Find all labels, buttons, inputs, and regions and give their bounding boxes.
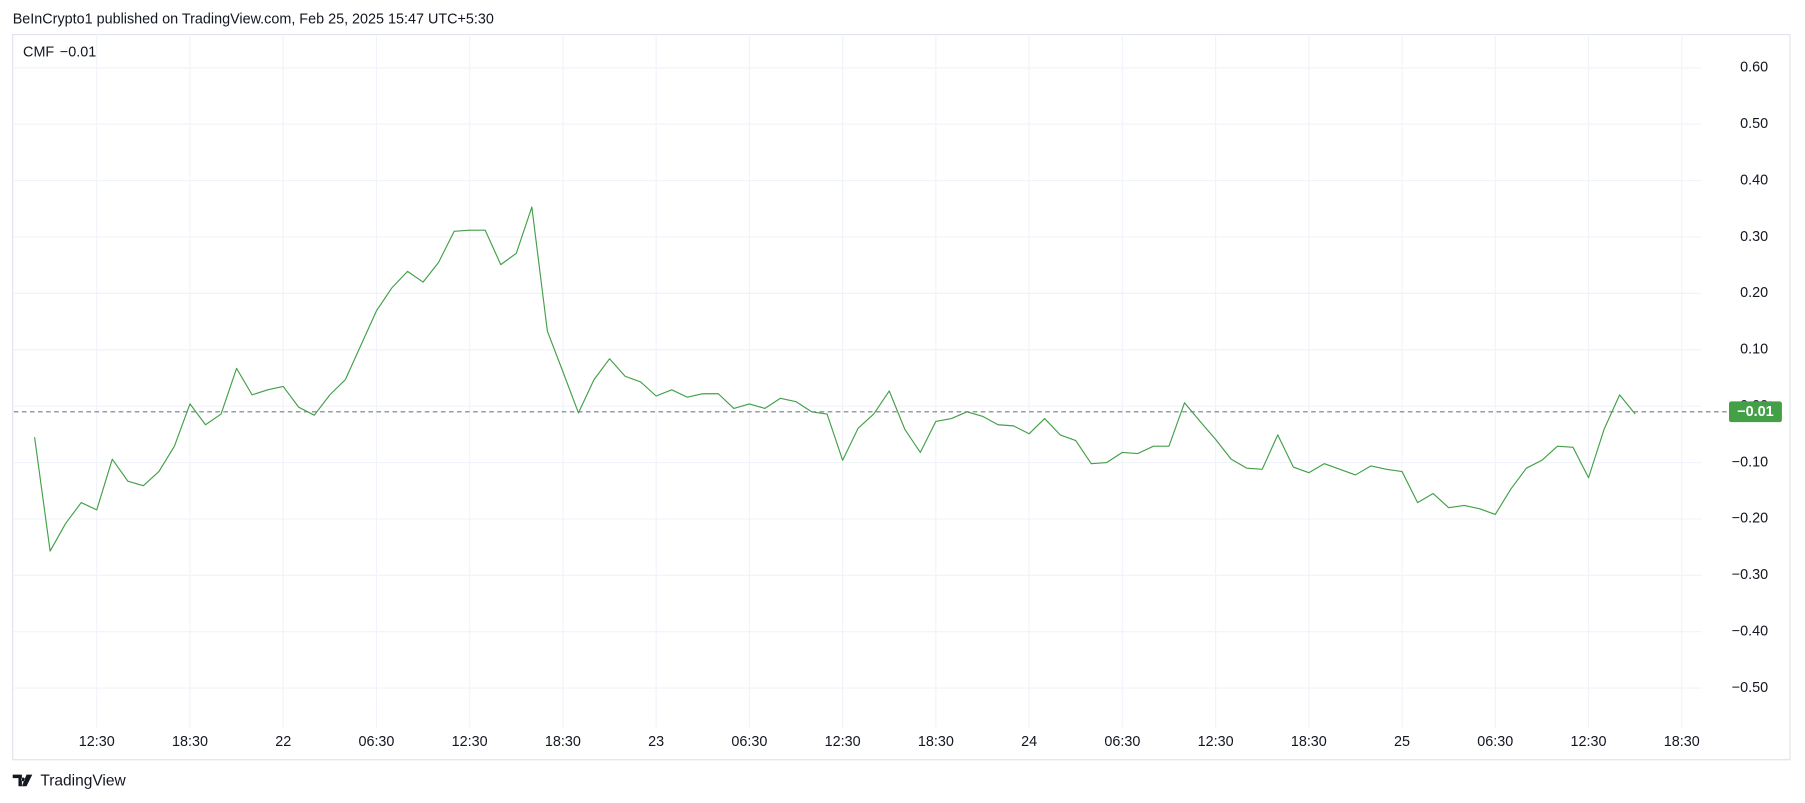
x-tick-label: 06:30 [1104, 734, 1140, 750]
x-tick-label: 18:30 [1291, 734, 1327, 750]
footer-brand: TradingView [40, 773, 126, 790]
y-tick-label: −0.30 [1732, 567, 1768, 583]
indicator-value: −0.01 [60, 45, 96, 61]
y-tick-label: −0.20 [1732, 511, 1768, 527]
x-tick-label: 23 [648, 734, 664, 750]
y-tick-label: 0.50 [1740, 116, 1768, 132]
x-tick-label: 18:30 [918, 734, 954, 750]
x-tick-label: 18:30 [172, 734, 208, 750]
x-tick-label: 06:30 [1477, 734, 1513, 750]
y-tick-label: 0.20 [1740, 285, 1768, 301]
x-tick-label: 06:30 [731, 734, 767, 750]
x-tick-label: 22 [275, 734, 291, 750]
y-tick-label: −0.40 [1732, 624, 1768, 640]
x-tick-label: 12:30 [452, 734, 488, 750]
y-tick-label: 0.40 [1740, 172, 1768, 188]
footer-logo [12, 774, 33, 787]
y-tick-label: −0.50 [1732, 680, 1768, 696]
y-tick-label: 0.30 [1740, 229, 1768, 245]
plot [13, 206, 1727, 552]
last-value-label: −0.01 [1737, 404, 1773, 420]
x-tick-label: 24 [1021, 734, 1037, 750]
x-tick-label: 25 [1394, 734, 1410, 750]
y-tick-label: 0.60 [1740, 60, 1768, 76]
y-tick-label: −0.10 [1732, 454, 1768, 470]
indicator-name: CMF [23, 45, 54, 61]
cmf-line [34, 206, 1636, 552]
grid [13, 34, 1702, 728]
x-tick-label: 12:30 [1571, 734, 1607, 750]
chart-frame [12, 33, 1791, 761]
x-tick-label: 12:30 [79, 734, 115, 750]
x-tick-label: 18:30 [1664, 734, 1700, 750]
y-tick-label: 0.10 [1740, 342, 1768, 358]
x-tick-label: 18:30 [545, 734, 581, 750]
x-tick-label: 12:30 [1198, 734, 1234, 750]
x-tick-label: 12:30 [825, 734, 861, 750]
x-tick-label: 06:30 [358, 734, 394, 750]
logo-icon [12, 774, 33, 787]
last-value-tag [1728, 401, 1782, 423]
publish-info: BeInCrypto1 published on TradingView.com… [13, 11, 494, 27]
